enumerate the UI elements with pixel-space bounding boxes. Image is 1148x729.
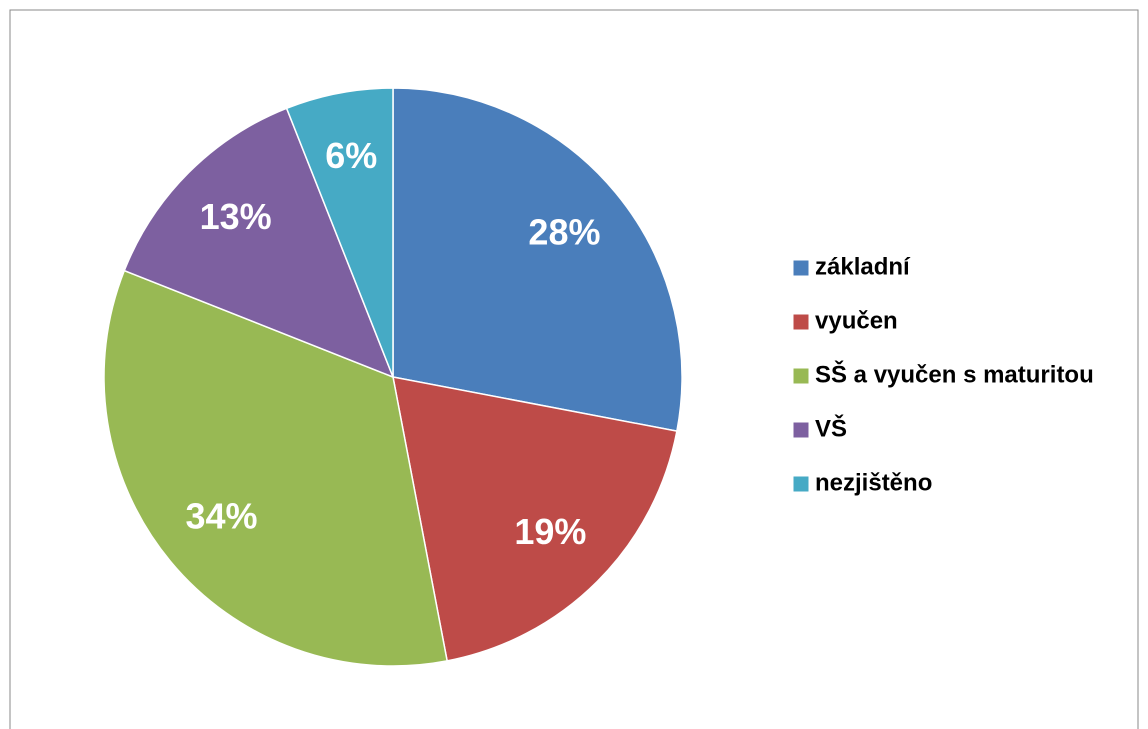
legend-label: SŠ a vyučen s maturitou bbox=[815, 360, 1094, 388]
data-label: 19% bbox=[514, 511, 586, 552]
data-label: 28% bbox=[528, 212, 600, 253]
legend-marker bbox=[792, 421, 810, 439]
chart-frame bbox=[9, 9, 1139, 729]
legend-marker bbox=[792, 475, 810, 493]
legend-marker bbox=[792, 367, 810, 385]
data-label: 13% bbox=[200, 196, 272, 237]
data-label: 34% bbox=[186, 495, 258, 536]
pie-slice bbox=[123, 107, 395, 379]
pie-slice bbox=[103, 269, 449, 667]
pie-slice bbox=[392, 87, 683, 433]
legend-label: vyučen bbox=[815, 307, 898, 334]
pie-slice bbox=[392, 376, 678, 662]
legend-label: nezjištěno bbox=[815, 469, 932, 496]
data-label: 6% bbox=[325, 135, 377, 176]
legend-marker bbox=[792, 313, 810, 331]
legend-label: VŠ bbox=[815, 414, 847, 442]
pie-slice bbox=[285, 87, 394, 378]
legend-label: základní bbox=[815, 253, 911, 280]
legend-marker bbox=[792, 259, 810, 277]
